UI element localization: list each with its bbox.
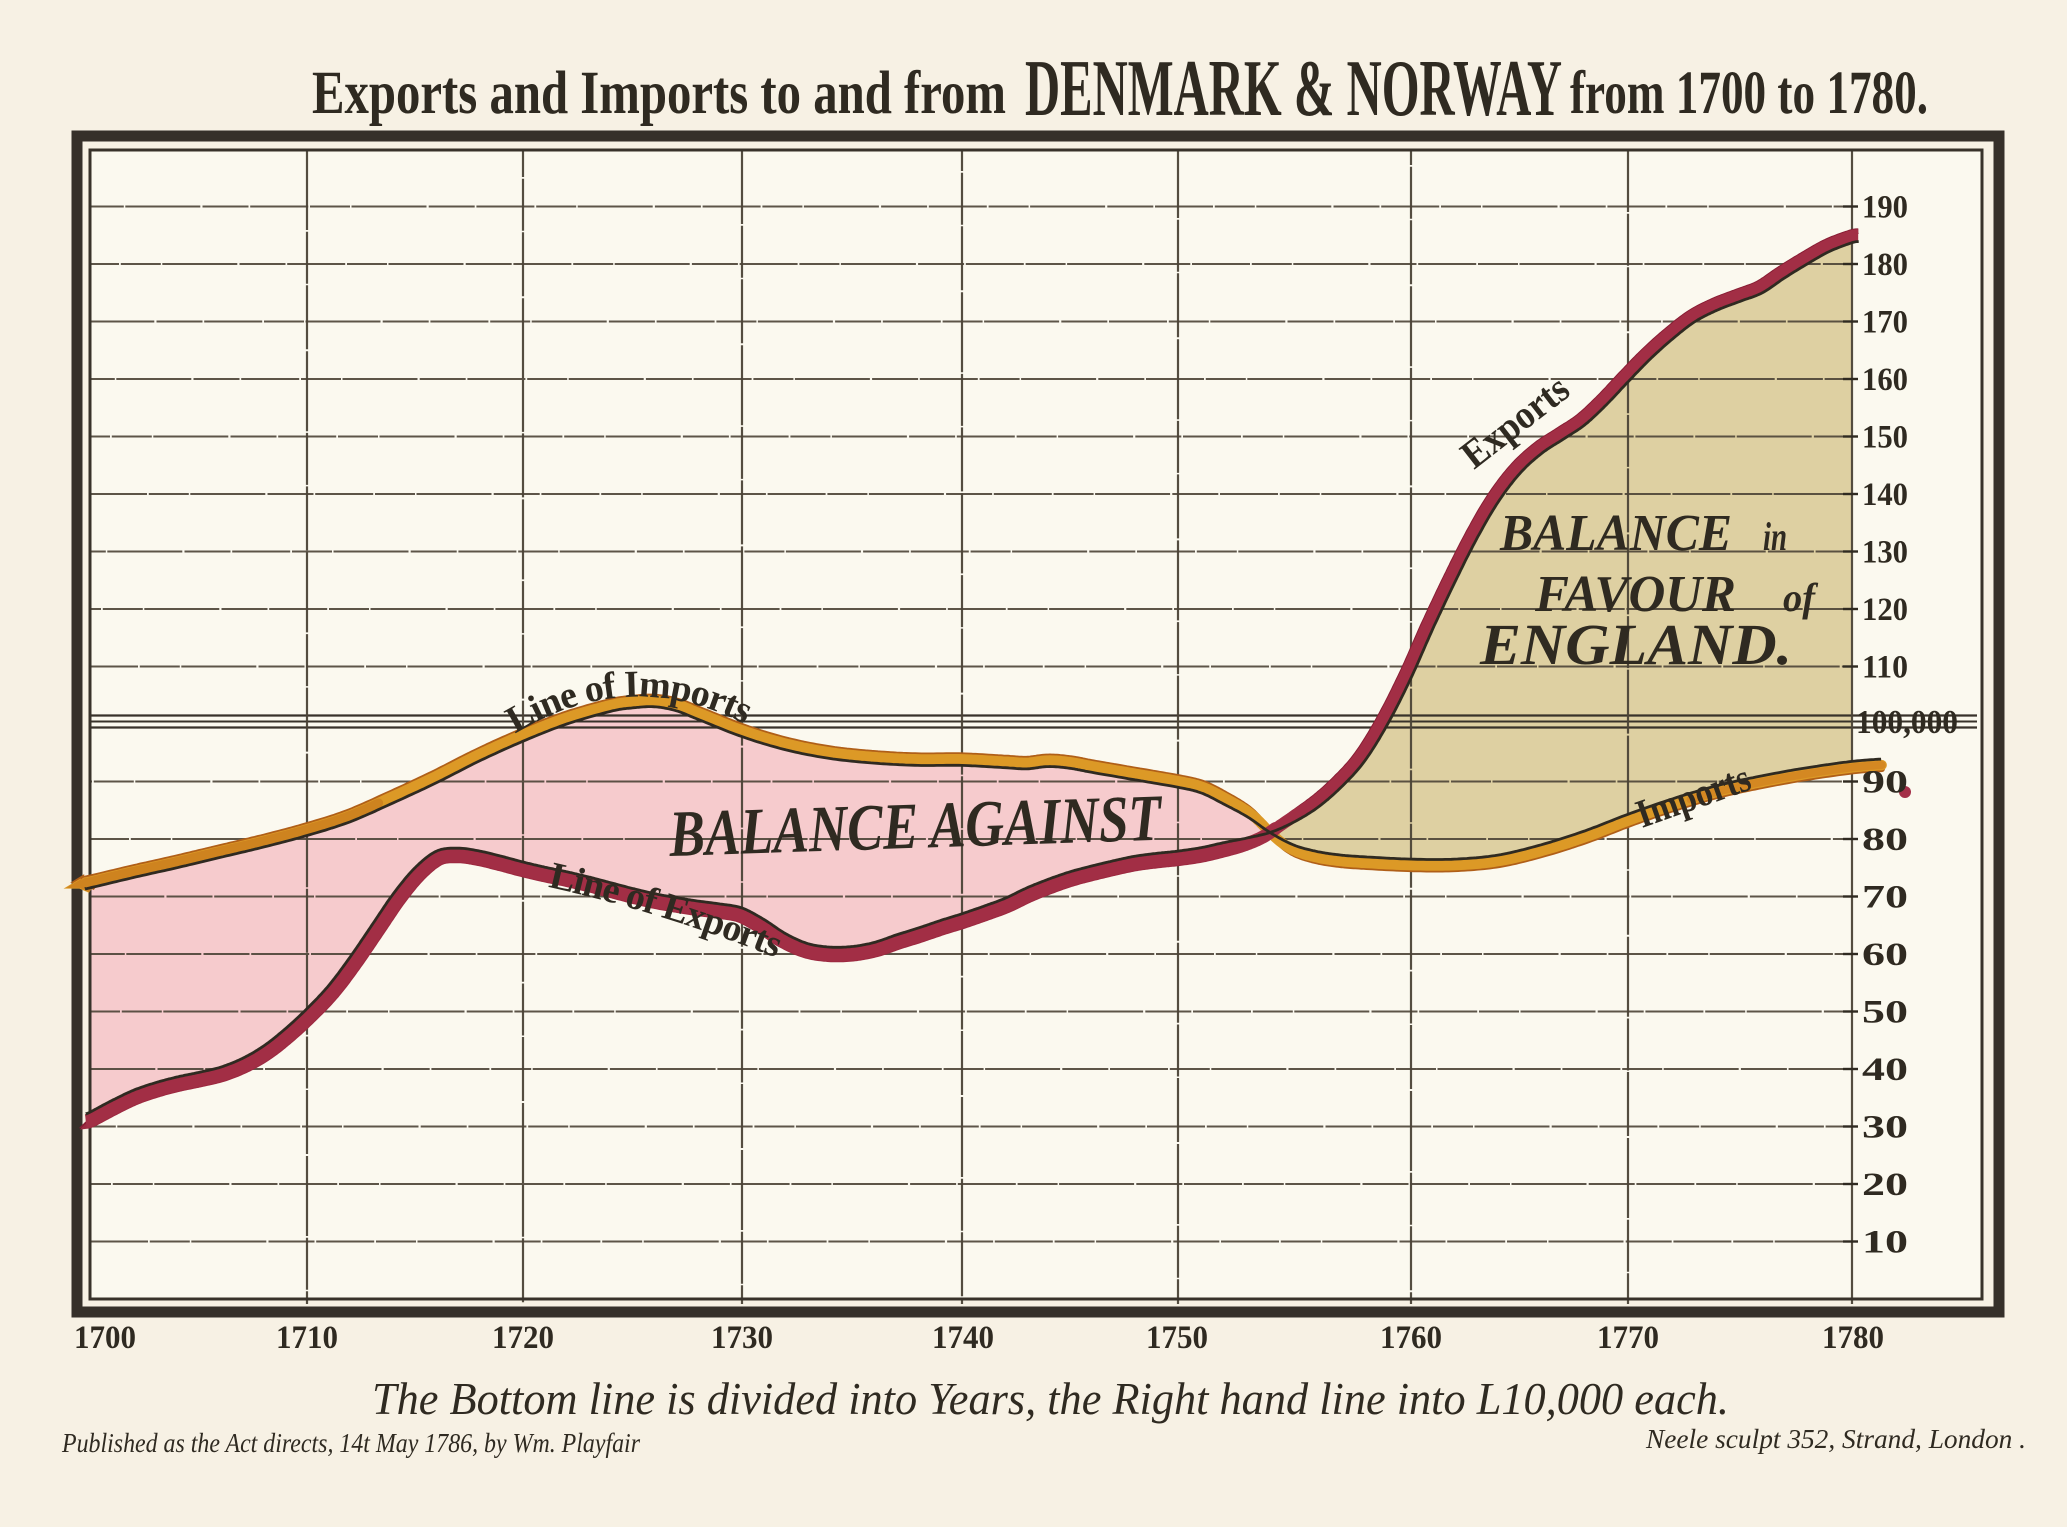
svg-text:120: 120: [1862, 592, 1908, 628]
svg-text:110: 110: [1862, 650, 1908, 686]
svg-text:20: 20: [1862, 1167, 1908, 1203]
svg-text:1730: 1730: [711, 1320, 773, 1356]
svg-text:10: 10: [1862, 1225, 1908, 1261]
svg-text:1710: 1710: [276, 1320, 338, 1356]
svg-text:BALANCE AGAINST: BALANCE AGAINST: [667, 782, 1164, 871]
svg-text:1770: 1770: [1597, 1320, 1659, 1356]
svg-text:Exports and Imports to and fro: Exports and Imports to and from: [312, 60, 1006, 127]
svg-text:1750: 1750: [1146, 1320, 1208, 1356]
svg-text:1760: 1760: [1380, 1320, 1442, 1356]
svg-text:of: of: [1783, 575, 1819, 620]
svg-text:DENMARK & NORWAY: DENMARK & NORWAY: [1025, 45, 1562, 133]
svg-text:Neele sculpt 352, Strand, Lond: Neele sculpt 352, Strand, London .: [1645, 1424, 2026, 1454]
svg-text:The Bottom line is divided int: The Bottom line is divided into Years, t…: [372, 1374, 1729, 1424]
svg-text:130: 130: [1862, 535, 1908, 571]
svg-text:80: 80: [1862, 822, 1908, 858]
svg-text:30: 30: [1862, 1110, 1908, 1146]
svg-text:from 1700 to 1780.: from 1700 to 1780.: [1570, 60, 1928, 127]
svg-text:150: 150: [1862, 420, 1908, 456]
svg-text:190: 190: [1862, 190, 1908, 226]
svg-text:50: 50: [1862, 995, 1908, 1031]
svg-text:1740: 1740: [932, 1320, 994, 1356]
svg-text:FAVOUR: FAVOUR: [1534, 566, 1736, 623]
svg-text:in: in: [1763, 514, 1787, 559]
svg-text:70: 70: [1862, 880, 1908, 916]
svg-text:1780: 1780: [1822, 1320, 1884, 1356]
svg-text:ENGLAND.: ENGLAND.: [1479, 612, 1792, 677]
svg-text:40: 40: [1862, 1052, 1908, 1088]
svg-text:BALANCE: BALANCE: [1499, 505, 1732, 562]
svg-text:90: 90: [1862, 765, 1908, 801]
svg-text:180: 180: [1862, 247, 1908, 283]
svg-text:170: 170: [1862, 305, 1908, 341]
svg-text:160: 160: [1862, 362, 1908, 398]
svg-text:Published as the Act directs,: Published as the Act directs, 14t May 17…: [61, 1428, 640, 1458]
svg-text:100,000: 100,000: [1856, 704, 1958, 741]
svg-text:1720: 1720: [492, 1320, 554, 1356]
svg-text:140: 140: [1862, 477, 1908, 513]
svg-text:60: 60: [1862, 937, 1908, 973]
svg-text:1700: 1700: [74, 1320, 136, 1356]
